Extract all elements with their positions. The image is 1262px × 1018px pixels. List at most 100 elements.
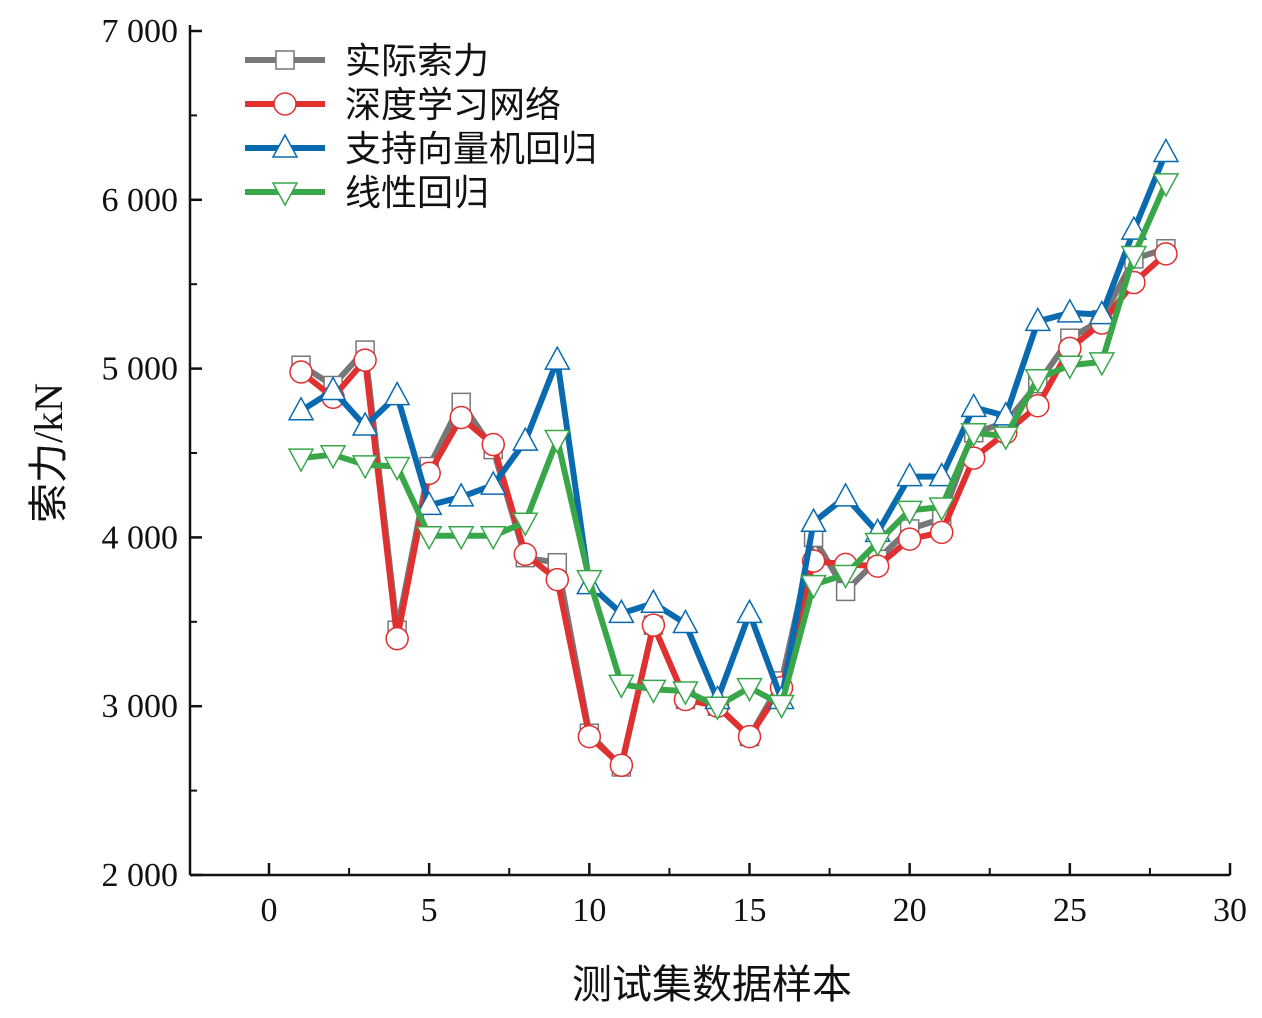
x-tick-label: 30 [1213, 892, 1247, 929]
data-point [512, 426, 539, 451]
y-tick-label: 7 000 [102, 13, 179, 50]
y-tick-label: 2 000 [102, 857, 179, 894]
data-point [449, 405, 473, 430]
legend-item: 线性回归 [245, 173, 489, 213]
axes: 2 000 3 000 4 000 5 000 6 000 7 000 0 5 10 15 20 25… [102, 13, 1248, 929]
x-tick-label: 20 [893, 892, 927, 929]
series-group [287, 137, 1180, 778]
data-point [832, 564, 859, 590]
y-tick-label: 5 000 [102, 351, 179, 388]
x-tick-label: 10 [572, 892, 606, 929]
legend-item: 深度学习网络 [245, 85, 561, 125]
data-point [800, 574, 827, 600]
legend-label: 深度学习网络 [345, 85, 561, 125]
data-point [800, 507, 827, 532]
legend-marker [275, 50, 295, 70]
data-point [864, 532, 891, 558]
x-tick-label: 25 [1053, 892, 1087, 929]
legend-label: 线性回归 [345, 173, 489, 213]
data-point [351, 455, 379, 480]
data-point [736, 598, 763, 624]
data-point [896, 500, 923, 525]
data-point [928, 497, 955, 522]
data-point [383, 381, 411, 406]
legend-item: 支持向量机回归 [245, 129, 597, 169]
data-point [960, 422, 987, 448]
data-point [768, 694, 795, 720]
data-point [865, 554, 890, 578]
data-point [447, 482, 475, 507]
legend-marker [273, 92, 297, 116]
y-axis-label: 索力/kN [26, 383, 71, 523]
legend-item: 实际索力 [245, 41, 489, 81]
data-point [512, 512, 539, 537]
series-line [299, 251, 1168, 769]
data-point [896, 462, 923, 487]
data-point [928, 462, 955, 487]
legend-label: 实际索力 [345, 41, 489, 81]
data-point [481, 432, 505, 457]
data-point [576, 569, 603, 595]
series-line [299, 151, 1169, 703]
data-point [545, 567, 570, 592]
data-point [479, 525, 507, 551]
data-point [319, 444, 347, 470]
legend-label: 支持向量机回归 [345, 129, 597, 169]
data-point [1152, 137, 1180, 163]
data-point [447, 525, 475, 551]
series-line [300, 181, 1169, 710]
data-point [608, 674, 635, 699]
data-point [289, 360, 313, 384]
data-point [736, 677, 763, 703]
data-point [287, 396, 315, 421]
series-4 [287, 173, 1180, 721]
data-point [351, 411, 379, 436]
data-point [577, 724, 602, 749]
data-point [704, 696, 731, 721]
data-point [544, 429, 571, 455]
data-point [1120, 245, 1148, 271]
data-point [1088, 352, 1116, 377]
data-point [1056, 298, 1084, 323]
x-axis-label: 测试集数据样本 [572, 962, 852, 1007]
data-point [415, 490, 443, 516]
data-point [1026, 393, 1050, 418]
y-tick-label: 6 000 [102, 182, 179, 219]
data-point [385, 626, 409, 651]
data-point [479, 470, 507, 495]
x-tick-label: 5 [421, 892, 438, 929]
data-point [641, 613, 666, 637]
data-point [319, 375, 347, 401]
data-point [640, 679, 667, 704]
data-point [672, 681, 699, 706]
data-point [992, 426, 1020, 451]
data-point [929, 520, 954, 545]
data-point [608, 598, 635, 624]
data-point [1154, 242, 1178, 266]
x-tick-label: 15 [733, 892, 767, 929]
data-point [897, 527, 922, 551]
data-point [832, 482, 859, 507]
data-point [287, 448, 315, 473]
data-point [737, 724, 762, 749]
legend-marker [271, 133, 299, 158]
data-point [1024, 368, 1052, 394]
y-tick-label: 4 000 [102, 519, 179, 556]
x-tick-label: 0 [261, 892, 278, 929]
data-point [1088, 300, 1116, 325]
data-point [415, 525, 443, 551]
data-point [672, 608, 699, 634]
data-point [640, 588, 667, 613]
data-point [353, 348, 377, 372]
data-point [1056, 355, 1084, 380]
data-point [383, 456, 411, 482]
data-point [1152, 173, 1180, 198]
data-point [544, 345, 571, 370]
data-point [513, 542, 538, 567]
data-point [1120, 215, 1148, 240]
y-tick-label: 3 000 [102, 688, 179, 725]
legend-marker [271, 182, 299, 207]
data-point [609, 753, 634, 778]
